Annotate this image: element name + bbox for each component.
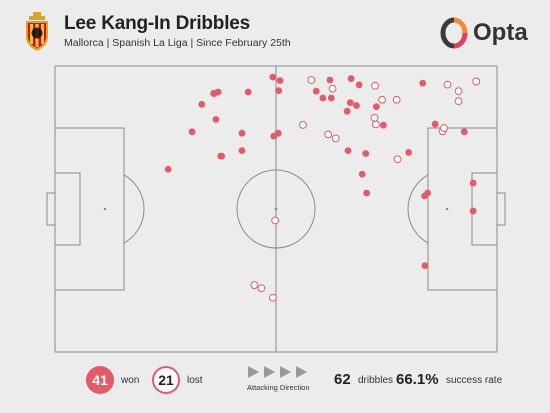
- dribble-won-point: [164, 165, 172, 173]
- dribble-won-point: [188, 128, 196, 136]
- chart-title: Lee Kang-In Dribbles: [64, 13, 251, 34]
- dribble-lost-point: [307, 76, 316, 84]
- success-rate-label: success rate: [446, 375, 503, 386]
- dribble-lost-point: [324, 130, 333, 139]
- dribble-won-point: [327, 94, 335, 102]
- dribble-won-point: [238, 147, 246, 155]
- dribble-won-point: [275, 87, 283, 94]
- dribble-won-point: [460, 128, 468, 136]
- dribble-won-point: [419, 79, 427, 87]
- dribble-won-point: [344, 147, 352, 155]
- right-penalty-spot: [445, 207, 449, 211]
- dribble-won-point: [244, 88, 252, 96]
- dribble-won-point: [346, 99, 354, 107]
- dribble-won-point: [469, 207, 477, 215]
- right-penalty-arc: [407, 174, 429, 244]
- dribble-lost-point: [299, 121, 307, 129]
- dribble-won-point: [198, 100, 206, 108]
- attacking-direction-arrows: [248, 366, 307, 378]
- dribble-won-point: [326, 76, 334, 84]
- dribble-won-point: [362, 150, 370, 157]
- dribble-lost-point: [271, 216, 280, 225]
- dribble-lost-point: [454, 87, 463, 96]
- dribble-lost-point: [331, 134, 340, 143]
- centre-circle: [236, 169, 316, 249]
- mallorca-crest-icon: [26, 12, 48, 51]
- play-arrow-icon: [264, 366, 275, 378]
- dribble-lost-point: [257, 284, 266, 293]
- dribble-won-point: [380, 121, 387, 129]
- lost-label: lost: [187, 375, 203, 386]
- chart-subtitle: Mallorca | Spanish La Liga | Since Febru…: [64, 37, 291, 49]
- dribble-won-point: [238, 129, 246, 137]
- lost-count-badge: 21: [152, 366, 180, 394]
- right-goal: [496, 192, 506, 226]
- dribble-won-point: [269, 73, 277, 81]
- dribble-lost-point: [378, 95, 386, 104]
- opta-logo-icon: [440, 17, 468, 49]
- dribble-won-point: [355, 81, 363, 89]
- dribble-lost-point: [392, 95, 401, 104]
- dribble-won-point: [363, 189, 371, 197]
- header: Lee Kang-In Dribbles Mallorca | Spanish …: [0, 0, 550, 62]
- dribble-lost-point: [328, 84, 337, 93]
- dribble-won-point: [421, 262, 429, 270]
- dribble-won-point: [405, 148, 412, 156]
- play-arrow-icon: [296, 366, 307, 378]
- brand-name: Opta: [473, 19, 528, 46]
- dribble-lost-point: [440, 124, 448, 132]
- dribble-lost-point: [269, 293, 277, 302]
- dribble-lost-point: [371, 120, 380, 129]
- dribble-won-point: [347, 75, 355, 82]
- dribble-won-point: [343, 107, 351, 115]
- won-label: won: [121, 375, 140, 386]
- left-goal: [46, 192, 56, 226]
- success-rate-value: 66.1%: [396, 371, 439, 388]
- right-penalty-box: [427, 127, 498, 291]
- left-penalty-box: [54, 127, 125, 291]
- dribble-won-point: [212, 116, 220, 123]
- won-count-badge: 41: [86, 366, 114, 394]
- left-penalty-spot: [103, 207, 107, 211]
- dribble-lost-point: [371, 81, 379, 90]
- dribble-won-point: [358, 170, 366, 178]
- dribble-lost-point: [472, 77, 481, 86]
- dribble-lost-point: [454, 97, 463, 106]
- dribble-lost-point: [250, 281, 259, 289]
- dribble-lost-point: [393, 155, 402, 164]
- dribble-lost-point: [443, 80, 452, 89]
- play-arrow-icon: [248, 366, 259, 378]
- footer-stats: 41 won 21 lost Attacking Direction 62 dr…: [0, 362, 550, 402]
- dribble-won-point: [276, 77, 284, 84]
- dribble-won-point: [210, 90, 218, 97]
- opta-brand: Opta: [440, 17, 540, 49]
- dribble-won-point: [319, 94, 327, 102]
- dribble-won-point: [218, 152, 226, 160]
- centre-spot: [274, 207, 278, 211]
- dribbles-count: 62: [334, 371, 351, 388]
- dribble-points: [164, 73, 481, 302]
- pitch-markings: [46, 65, 506, 353]
- dribble-won-point: [421, 192, 428, 200]
- dribble-won-point: [431, 120, 439, 128]
- play-arrow-icon: [280, 366, 291, 378]
- dribble-won-point: [469, 179, 477, 187]
- left-penalty-arc: [123, 174, 145, 244]
- dribble-won-point: [372, 103, 380, 111]
- dribble-won-point: [312, 87, 320, 95]
- dribble-lost-point: [370, 113, 379, 122]
- dribble-won-point: [270, 132, 278, 140]
- dribbles-label: dribbles: [358, 375, 394, 386]
- attacking-direction-label: Attacking Direction: [247, 383, 310, 392]
- left-six-yard-box: [54, 172, 81, 246]
- dribble-won-point: [353, 102, 360, 109]
